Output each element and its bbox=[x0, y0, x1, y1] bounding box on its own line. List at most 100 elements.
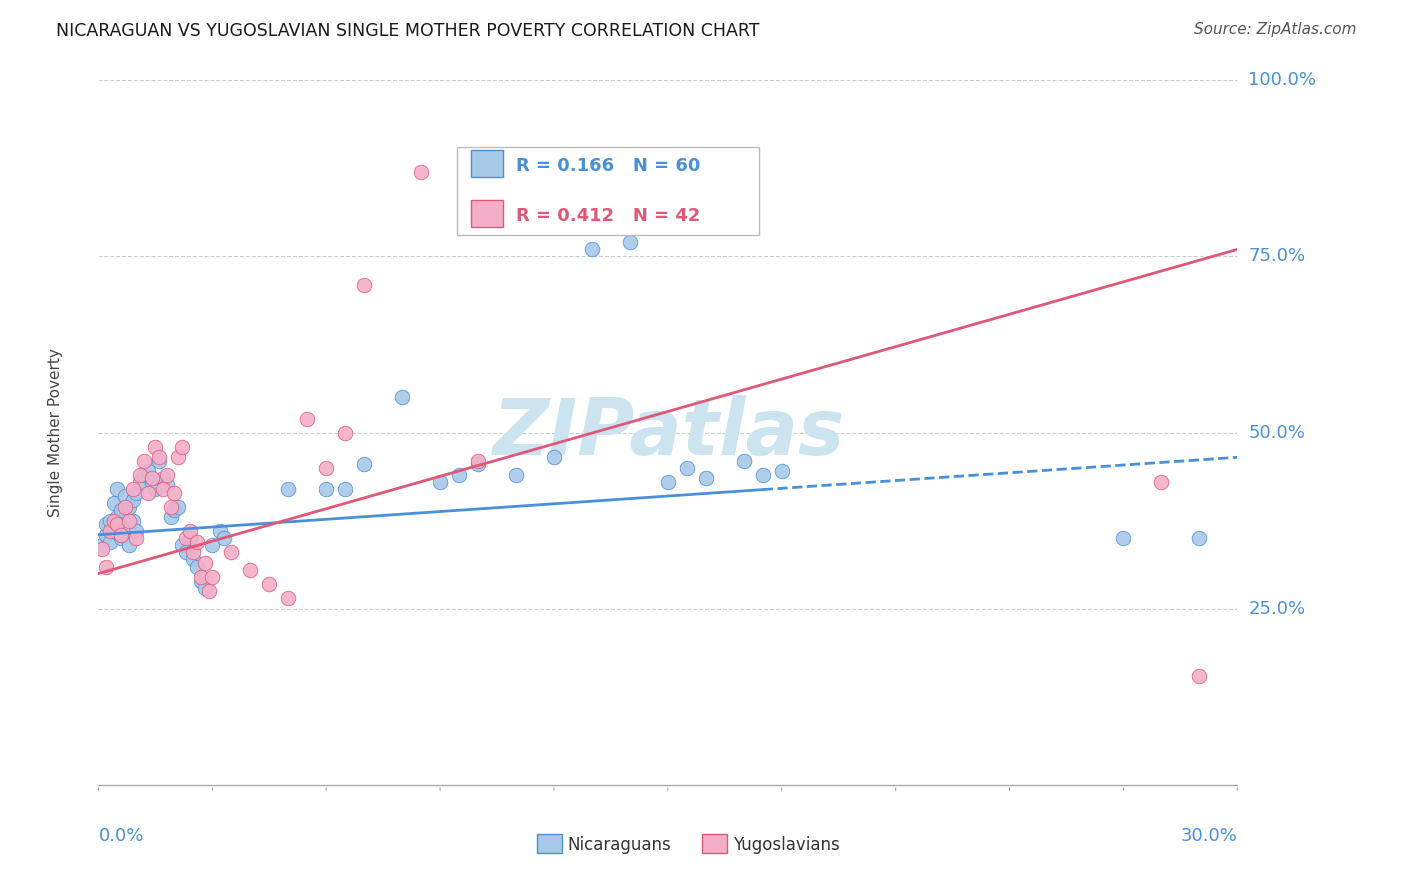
Point bbox=[110, 503, 132, 517]
Point bbox=[429, 475, 451, 489]
Text: Nicaraguans: Nicaraguans bbox=[568, 836, 672, 854]
Point bbox=[208, 524, 231, 539]
Point bbox=[136, 485, 159, 500]
FancyBboxPatch shape bbox=[537, 834, 562, 854]
Point bbox=[467, 458, 489, 472]
Point bbox=[167, 450, 190, 465]
Point bbox=[239, 563, 262, 577]
Point bbox=[125, 532, 148, 546]
Point bbox=[391, 391, 413, 405]
Point bbox=[107, 510, 129, 524]
Point bbox=[121, 492, 143, 507]
Point bbox=[201, 570, 224, 584]
Point bbox=[118, 538, 141, 552]
Point bbox=[98, 514, 121, 528]
Point bbox=[132, 467, 155, 482]
FancyBboxPatch shape bbox=[702, 834, 727, 854]
Point bbox=[752, 467, 775, 482]
Point bbox=[315, 482, 337, 496]
Point bbox=[156, 467, 179, 482]
Point bbox=[145, 482, 167, 496]
Point bbox=[141, 471, 163, 485]
Point bbox=[179, 532, 201, 546]
Point bbox=[505, 467, 527, 482]
Point bbox=[159, 500, 181, 514]
Point bbox=[91, 538, 114, 552]
Point bbox=[186, 534, 208, 549]
Point bbox=[543, 450, 565, 465]
Point bbox=[259, 577, 281, 591]
Text: ZIPatlas: ZIPatlas bbox=[492, 394, 844, 471]
Point bbox=[581, 243, 603, 257]
Point bbox=[174, 545, 197, 559]
Point bbox=[297, 411, 319, 425]
Point bbox=[335, 425, 357, 440]
Point bbox=[174, 532, 197, 546]
Text: 100.0%: 100.0% bbox=[1249, 71, 1316, 89]
Point bbox=[98, 524, 121, 539]
Point bbox=[136, 464, 159, 478]
Point bbox=[103, 496, 125, 510]
Point bbox=[118, 514, 141, 528]
Point bbox=[190, 574, 212, 588]
Point bbox=[201, 538, 224, 552]
Text: Single Mother Poverty: Single Mother Poverty bbox=[48, 348, 63, 517]
Point bbox=[114, 521, 136, 535]
Point bbox=[190, 570, 212, 584]
Point bbox=[770, 464, 793, 478]
Text: R = 0.412   N = 42: R = 0.412 N = 42 bbox=[516, 207, 700, 226]
Point bbox=[94, 517, 117, 532]
Point bbox=[129, 475, 152, 489]
Point bbox=[145, 440, 167, 454]
Point bbox=[1112, 532, 1135, 546]
Point bbox=[467, 454, 489, 468]
Point bbox=[1188, 669, 1211, 683]
Point bbox=[183, 545, 205, 559]
Point bbox=[121, 514, 143, 528]
Point bbox=[167, 500, 190, 514]
Text: NICARAGUAN VS YUGOSLAVIAN SINGLE MOTHER POVERTY CORRELATION CHART: NICARAGUAN VS YUGOSLAVIAN SINGLE MOTHER … bbox=[56, 22, 759, 40]
Point bbox=[695, 471, 717, 485]
Point bbox=[107, 517, 129, 532]
Point bbox=[114, 500, 136, 514]
Point bbox=[103, 514, 125, 528]
Point bbox=[194, 556, 217, 570]
Point bbox=[118, 500, 141, 514]
Text: 0.0%: 0.0% bbox=[98, 827, 143, 846]
Point bbox=[91, 541, 114, 556]
Point bbox=[94, 528, 117, 542]
Point bbox=[129, 467, 152, 482]
Point bbox=[170, 538, 193, 552]
Text: Source: ZipAtlas.com: Source: ZipAtlas.com bbox=[1194, 22, 1357, 37]
FancyBboxPatch shape bbox=[471, 150, 503, 177]
FancyBboxPatch shape bbox=[457, 147, 759, 235]
Point bbox=[125, 524, 148, 539]
Point bbox=[183, 552, 205, 566]
Point bbox=[179, 524, 201, 539]
Point bbox=[148, 454, 170, 468]
Point bbox=[449, 467, 471, 482]
Point bbox=[353, 277, 375, 292]
Point bbox=[98, 534, 121, 549]
Point bbox=[103, 524, 125, 539]
Point bbox=[676, 460, 699, 475]
Point bbox=[125, 485, 148, 500]
Point bbox=[156, 478, 179, 492]
Text: 50.0%: 50.0% bbox=[1249, 424, 1305, 442]
Point bbox=[1150, 475, 1173, 489]
Text: R = 0.166   N = 60: R = 0.166 N = 60 bbox=[516, 157, 700, 175]
Point bbox=[114, 489, 136, 503]
Point bbox=[152, 482, 174, 496]
Point bbox=[163, 485, 186, 500]
Point bbox=[221, 545, 243, 559]
Text: 30.0%: 30.0% bbox=[1181, 827, 1237, 846]
Point bbox=[110, 532, 132, 546]
Text: 25.0%: 25.0% bbox=[1249, 599, 1306, 618]
Text: Yugoslavians: Yugoslavians bbox=[733, 836, 839, 854]
Point bbox=[186, 559, 208, 574]
Point bbox=[94, 559, 117, 574]
Point bbox=[411, 165, 433, 179]
Point bbox=[152, 471, 174, 485]
Point bbox=[315, 460, 337, 475]
Point bbox=[159, 510, 181, 524]
